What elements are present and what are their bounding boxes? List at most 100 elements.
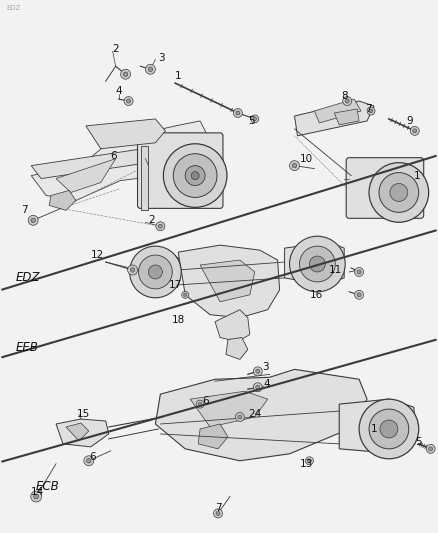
Circle shape bbox=[429, 447, 433, 451]
Circle shape bbox=[184, 293, 187, 296]
Text: 17: 17 bbox=[168, 280, 182, 290]
Text: 6: 6 bbox=[89, 452, 95, 462]
Text: 7: 7 bbox=[21, 205, 28, 215]
Text: 1: 1 bbox=[175, 71, 182, 81]
Text: 24: 24 bbox=[248, 409, 261, 419]
Circle shape bbox=[127, 99, 131, 103]
Polygon shape bbox=[31, 121, 210, 200]
Text: 11: 11 bbox=[329, 265, 343, 275]
Circle shape bbox=[84, 456, 94, 466]
Text: 2: 2 bbox=[113, 44, 119, 54]
Circle shape bbox=[369, 163, 429, 222]
Circle shape bbox=[345, 99, 349, 103]
Circle shape bbox=[130, 246, 181, 298]
Text: EDZ: EDZ bbox=[7, 5, 21, 11]
Text: 3: 3 bbox=[159, 53, 165, 63]
Circle shape bbox=[379, 173, 419, 212]
Polygon shape bbox=[49, 190, 76, 211]
Circle shape bbox=[256, 369, 260, 373]
Circle shape bbox=[305, 457, 314, 465]
Polygon shape bbox=[314, 99, 361, 123]
Circle shape bbox=[309, 256, 325, 272]
Text: 6: 6 bbox=[202, 396, 209, 406]
Circle shape bbox=[173, 154, 217, 197]
Circle shape bbox=[357, 270, 361, 274]
Polygon shape bbox=[215, 310, 250, 342]
Circle shape bbox=[145, 64, 155, 74]
Polygon shape bbox=[285, 242, 344, 285]
Text: 4: 4 bbox=[264, 379, 270, 389]
Text: 1: 1 bbox=[371, 424, 378, 434]
Circle shape bbox=[127, 265, 138, 275]
Circle shape bbox=[410, 126, 419, 135]
Polygon shape bbox=[66, 423, 89, 441]
Circle shape bbox=[253, 383, 262, 392]
Polygon shape bbox=[334, 109, 359, 125]
Text: 18: 18 bbox=[172, 314, 186, 325]
Circle shape bbox=[131, 268, 135, 272]
Circle shape bbox=[124, 72, 128, 76]
Text: 5: 5 bbox=[415, 437, 421, 447]
Text: 7: 7 bbox=[215, 504, 222, 513]
Circle shape bbox=[380, 420, 398, 438]
Circle shape bbox=[290, 236, 345, 292]
Text: 12: 12 bbox=[91, 250, 104, 260]
Text: 6: 6 bbox=[111, 151, 117, 161]
Circle shape bbox=[233, 109, 242, 117]
Circle shape bbox=[251, 115, 259, 123]
Circle shape bbox=[31, 218, 35, 223]
Circle shape bbox=[182, 292, 189, 298]
Text: 9: 9 bbox=[407, 116, 413, 126]
Circle shape bbox=[307, 459, 311, 463]
Polygon shape bbox=[138, 252, 178, 292]
Polygon shape bbox=[178, 245, 279, 318]
Circle shape bbox=[253, 117, 257, 121]
Circle shape bbox=[343, 96, 352, 106]
Circle shape bbox=[87, 458, 91, 463]
Polygon shape bbox=[294, 101, 374, 136]
Circle shape bbox=[253, 367, 262, 376]
Circle shape bbox=[148, 265, 162, 279]
Circle shape bbox=[292, 164, 297, 168]
Polygon shape bbox=[56, 159, 116, 192]
Circle shape bbox=[256, 385, 260, 389]
Text: 13: 13 bbox=[300, 459, 313, 469]
Polygon shape bbox=[86, 119, 165, 149]
Text: 8: 8 bbox=[341, 91, 348, 101]
Text: EEB: EEB bbox=[15, 341, 38, 354]
Text: 3: 3 bbox=[262, 362, 268, 373]
Circle shape bbox=[367, 107, 375, 115]
Polygon shape bbox=[141, 146, 148, 211]
Circle shape bbox=[216, 511, 220, 515]
Circle shape bbox=[238, 415, 242, 419]
Text: 2: 2 bbox=[148, 215, 155, 225]
Circle shape bbox=[191, 172, 199, 180]
Text: 5: 5 bbox=[248, 116, 254, 126]
Text: EDZ: EDZ bbox=[15, 271, 40, 285]
Circle shape bbox=[198, 402, 202, 406]
Polygon shape bbox=[200, 260, 255, 302]
Circle shape bbox=[28, 215, 38, 225]
Circle shape bbox=[369, 409, 409, 449]
Circle shape bbox=[369, 109, 373, 113]
Circle shape bbox=[124, 96, 133, 106]
Circle shape bbox=[357, 293, 361, 297]
Circle shape bbox=[196, 400, 204, 408]
Circle shape bbox=[214, 509, 223, 518]
Text: 14: 14 bbox=[31, 487, 44, 497]
Circle shape bbox=[300, 246, 335, 282]
FancyBboxPatch shape bbox=[138, 133, 223, 208]
Text: 16: 16 bbox=[309, 290, 323, 300]
Text: 10: 10 bbox=[300, 154, 313, 164]
Polygon shape bbox=[226, 337, 248, 359]
Text: 1: 1 bbox=[414, 171, 420, 181]
Polygon shape bbox=[198, 424, 228, 449]
Circle shape bbox=[290, 160, 300, 171]
Circle shape bbox=[236, 111, 240, 115]
Polygon shape bbox=[339, 399, 417, 454]
Polygon shape bbox=[56, 419, 109, 447]
Circle shape bbox=[148, 67, 153, 71]
Text: 4: 4 bbox=[116, 86, 122, 96]
Circle shape bbox=[359, 399, 419, 459]
Circle shape bbox=[163, 144, 227, 207]
